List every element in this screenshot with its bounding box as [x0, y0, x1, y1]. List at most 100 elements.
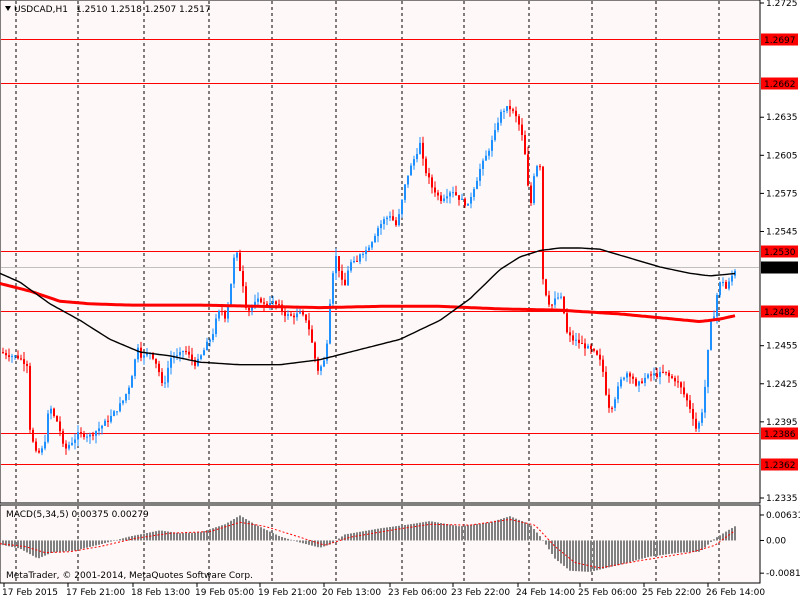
macd-bar	[152, 531, 154, 541]
candle-body	[311, 329, 313, 343]
macd-bar	[500, 518, 502, 541]
price-tick-label: 1.2455	[766, 342, 798, 352]
candle-body	[95, 431, 97, 436]
candle-body	[437, 192, 439, 196]
macd-bar	[620, 540, 622, 565]
candle-body	[272, 301, 274, 303]
candle-body	[569, 332, 571, 336]
macd-bar	[62, 540, 64, 552]
macd-bar	[377, 528, 379, 541]
candle-body	[455, 192, 457, 196]
horizontal-levels[interactable]: 1.2697 1.2662 1.2530 1.2482 1.2386 1.2362 1.25…	[1, 33, 798, 472]
candle-body	[119, 403, 121, 412]
candle-body	[134, 359, 136, 377]
candle-body	[23, 359, 25, 364]
candle-body	[563, 296, 565, 314]
candle-body	[689, 400, 691, 409]
macd-bar	[347, 533, 349, 541]
candle-body	[353, 260, 355, 263]
ohlc-label: 1.2510 1.2518 1.2507 1.2517	[76, 5, 211, 15]
candle-body	[287, 314, 289, 316]
macd-bar	[584, 540, 586, 572]
candle-body	[194, 359, 196, 366]
candle-body	[158, 363, 160, 373]
macd-bar	[293, 540, 295, 541]
macd-bar	[125, 537, 127, 541]
candle-body	[383, 219, 385, 225]
candle-body	[431, 177, 433, 188]
macd-bar	[488, 522, 490, 541]
macd-bar	[218, 526, 220, 541]
candle-body	[686, 394, 688, 401]
candle-body	[53, 408, 55, 416]
chart-menu-icon[interactable]	[5, 6, 11, 11]
time-label: 23 Feb 06:00	[388, 588, 447, 598]
candle-body	[209, 339, 211, 342]
candle-body	[419, 142, 421, 154]
candle-body	[428, 173, 430, 178]
macd-bar	[311, 540, 313, 546]
macd-bar	[248, 520, 250, 541]
macd-bar	[494, 520, 496, 541]
macd-bar	[575, 540, 577, 572]
candle-body	[509, 106, 511, 110]
macd-bar	[623, 540, 625, 564]
candle-body	[620, 379, 622, 387]
candle-body	[530, 185, 532, 204]
macd-bar	[467, 525, 469, 541]
candle-body	[314, 342, 316, 359]
time-label: 23 Feb 22:00	[451, 588, 510, 598]
candle-body	[410, 165, 412, 176]
macd-bar	[449, 524, 451, 541]
candle-body	[503, 110, 505, 112]
candle-body	[398, 214, 400, 226]
macd-bar	[563, 540, 565, 566]
candle-body	[161, 372, 163, 383]
macd-bar	[296, 540, 298, 542]
macd-bar	[470, 524, 472, 541]
macd-bar	[443, 523, 445, 541]
candle-body	[221, 311, 223, 313]
candle-body	[167, 367, 169, 383]
macd-bar	[260, 527, 262, 541]
candle-body	[680, 382, 682, 388]
candle-body	[527, 154, 529, 186]
macd-bar	[272, 533, 274, 541]
time-label: 24 Feb 14:00	[516, 588, 575, 598]
macd-bar	[92, 540, 94, 547]
candle-body	[233, 257, 235, 284]
macd-bar	[323, 540, 325, 547]
price-tick-label: 1.2545	[766, 227, 798, 237]
macd-bar	[416, 523, 418, 541]
candle-body	[656, 373, 658, 377]
macd-bar	[302, 540, 304, 544]
candle-body	[533, 176, 535, 204]
candle-body	[374, 235, 376, 243]
candle-body	[35, 441, 37, 451]
candle-body	[332, 273, 334, 304]
macd-bar	[317, 540, 319, 548]
macd-bar	[167, 531, 169, 541]
level-badge	[761, 33, 798, 46]
candle-body	[56, 415, 58, 422]
candle-body	[86, 436, 88, 438]
candle-body	[296, 313, 298, 318]
candle-body	[137, 347, 139, 360]
macd-bar	[290, 539, 292, 541]
candle-body	[278, 304, 280, 306]
candle-body	[308, 320, 310, 330]
macd-bar	[524, 522, 526, 541]
candle-body	[227, 305, 229, 319]
candle-body	[731, 275, 733, 282]
macd-bar	[128, 536, 130, 541]
macd-bar	[179, 533, 181, 541]
macd-bar	[614, 540, 616, 566]
candle-body	[365, 250, 367, 255]
candle-body	[524, 134, 526, 155]
candle-body	[623, 377, 625, 380]
macd-bar	[251, 522, 253, 541]
candle-body	[578, 339, 580, 344]
candle-body	[206, 341, 208, 351]
candle-body	[269, 302, 271, 306]
